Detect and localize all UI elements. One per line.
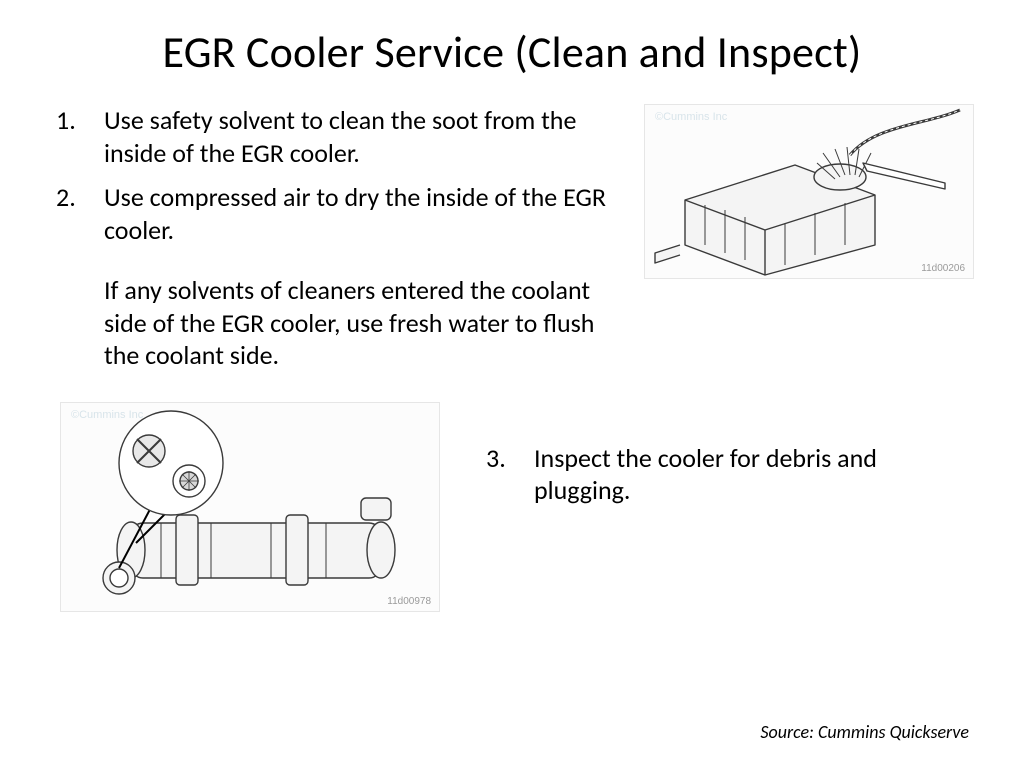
source-credit: Source: Cummins Quickserve [760,721,969,743]
top-row: Use safety solvent to clean the soot fro… [50,104,974,372]
step-list-top: Use safety solvent to clean the soot fro… [50,104,624,246]
egr-cleaning-illustration-icon [645,105,975,280]
steps-column: Use safety solvent to clean the soot fro… [50,104,624,372]
figure-inspect-ports: ©Cummins Inc [60,402,440,612]
step-1: Use safety solvent to clean the soot fro… [50,104,624,169]
figure-id: 11d00206 [921,263,965,274]
figure-watermark: ©Cummins Inc [71,409,143,421]
bottom-row: ©Cummins Inc [50,402,974,612]
figure-cleaning-brush: ©Cummins Inc [644,104,974,279]
figure-id: 11d00978 [387,596,431,607]
step-list-bottom: Inspect the cooler for debris and pluggi… [480,442,974,507]
figure-watermark: ©Cummins Inc [655,111,727,123]
slide: EGR Cooler Service (Clean and Inspect) U… [0,0,1024,768]
coolant-flush-note: If any solvents of cleaners entered the … [50,274,610,372]
step-2: Use compressed air to dry the inside of … [50,181,624,246]
step-3: Inspect the cooler for debris and pluggi… [480,442,974,507]
egr-inspect-illustration-icon [61,403,441,613]
step3-column: Inspect the cooler for debris and pluggi… [480,402,974,519]
slide-title: EGR Cooler Service (Clean and Inspect) [50,25,974,79]
